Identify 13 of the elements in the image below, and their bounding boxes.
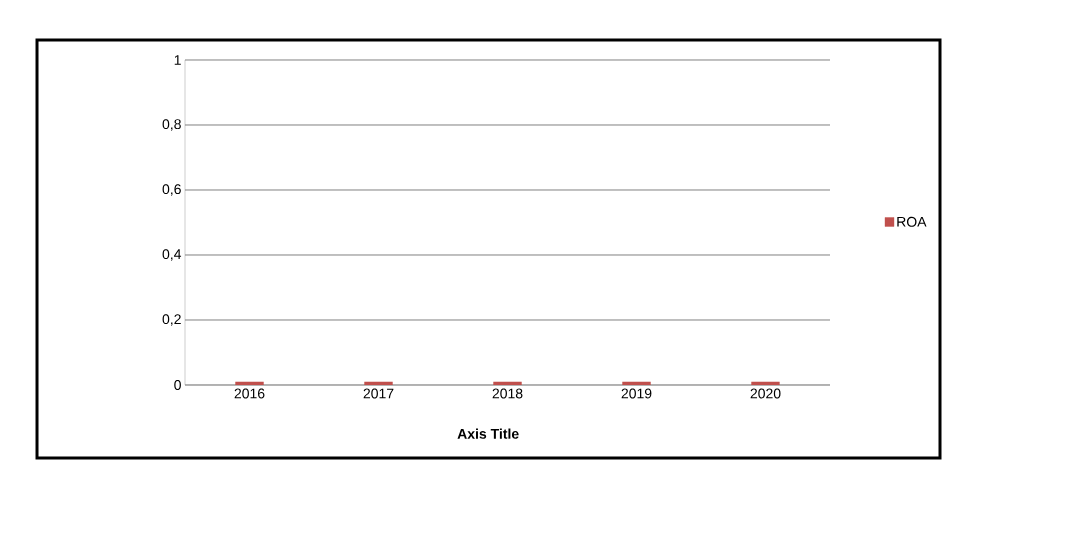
x-tick-label: 2020 [750,388,781,399]
y-tick-label: 0,8 [162,119,181,131]
legend-label: ROA [897,216,927,227]
y-tick-label: 0,2 [162,314,181,326]
y-tick-label: 0,4 [162,249,182,261]
x-tick-label: 2016 [234,388,265,399]
y-tick-label: 0 [174,380,181,390]
y-tick-label: 1 [174,55,181,65]
y-tick-label: 0,6 [162,184,181,196]
x-tick-label: 2018 [492,388,523,399]
x-tick-label: 2019 [621,388,652,399]
x-axis-title: Axis Title [457,428,519,439]
x-tick-label: 2017 [363,388,394,399]
